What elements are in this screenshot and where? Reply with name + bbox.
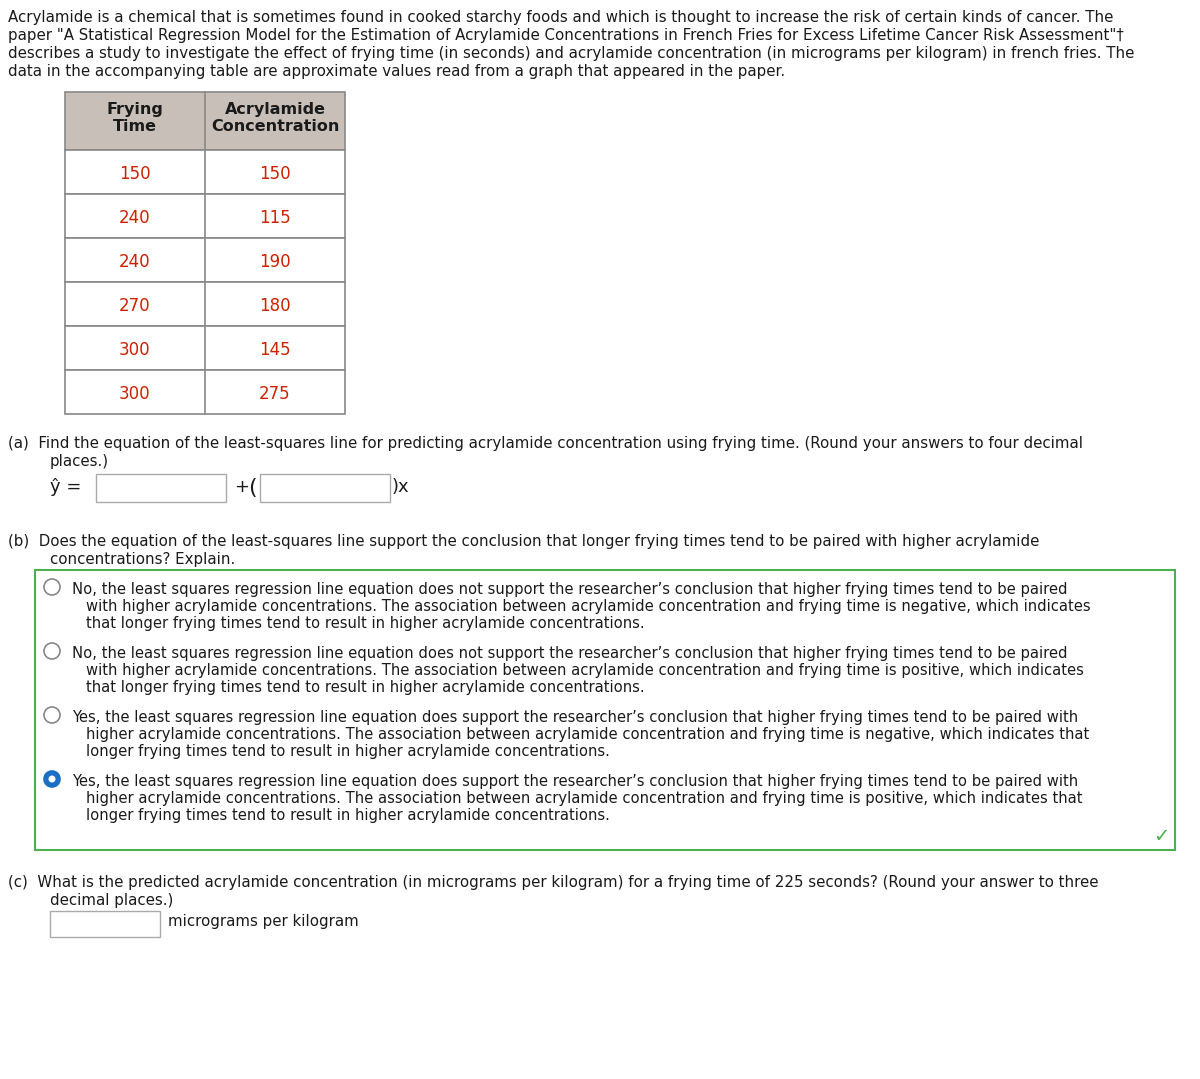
Text: No, the least squares regression line equation does not support the researcher’s: No, the least squares regression line eq… — [72, 582, 1068, 597]
Text: 300: 300 — [119, 385, 151, 402]
Text: 270: 270 — [119, 297, 151, 315]
Circle shape — [44, 707, 60, 723]
Text: decimal places.): decimal places.) — [50, 893, 173, 909]
Circle shape — [44, 579, 60, 595]
Text: longer frying times tend to result in higher acrylamide concentrations.: longer frying times tend to result in hi… — [86, 745, 610, 759]
Circle shape — [44, 643, 60, 659]
Text: higher acrylamide concentrations. The association between acrylamide concentrati: higher acrylamide concentrations. The as… — [86, 791, 1082, 806]
Text: Yes, the least squares regression line equation does support the researcher’s co: Yes, the least squares regression line e… — [72, 774, 1078, 789]
Text: 145: 145 — [259, 341, 290, 359]
Text: )x: )x — [392, 478, 409, 496]
Text: that longer frying times tend to result in higher acrylamide concentrations.: that longer frying times tend to result … — [86, 680, 644, 695]
Text: with higher acrylamide concentrations. The association between acrylamide concen: with higher acrylamide concentrations. T… — [86, 663, 1084, 678]
Text: Acrylamide
Concentration: Acrylamide Concentration — [211, 103, 340, 135]
Circle shape — [44, 771, 60, 787]
Text: 115: 115 — [259, 209, 290, 227]
Text: concentrations? Explain.: concentrations? Explain. — [50, 552, 235, 566]
Text: places.): places.) — [50, 454, 109, 469]
Text: that longer frying times tend to result in higher acrylamide concentrations.: that longer frying times tend to result … — [86, 616, 644, 631]
Bar — [65, 194, 346, 238]
Circle shape — [48, 776, 55, 782]
Text: 190: 190 — [259, 252, 290, 271]
Text: (c)  What is the predicted acrylamide concentration (in micrograms per kilogram): (c) What is the predicted acrylamide con… — [8, 875, 1098, 890]
Text: 240: 240 — [119, 209, 151, 227]
Bar — [50, 911, 160, 937]
Text: 240: 240 — [119, 252, 151, 271]
Text: 180: 180 — [259, 297, 290, 315]
Bar — [65, 92, 346, 150]
Bar — [96, 474, 226, 502]
Text: 300: 300 — [119, 341, 151, 359]
Text: ŷ =: ŷ = — [50, 478, 82, 496]
Text: longer frying times tend to result in higher acrylamide concentrations.: longer frying times tend to result in hi… — [86, 808, 610, 823]
Text: higher acrylamide concentrations. The association between acrylamide concentrati: higher acrylamide concentrations. The as… — [86, 727, 1090, 742]
Text: Yes, the least squares regression line equation does support the researcher’s co: Yes, the least squares regression line e… — [72, 710, 1078, 725]
Text: paper "A Statistical Regression Model for the Estimation of Acrylamide Concentra: paper "A Statistical Regression Model fo… — [8, 28, 1123, 43]
Text: No, the least squares regression line equation does not support the researcher’s: No, the least squares regression line eq… — [72, 646, 1068, 661]
Bar — [65, 370, 346, 414]
Bar — [65, 238, 346, 282]
Text: (b)  Does the equation of the least-squares line support the conclusion that lon: (b) Does the equation of the least-squar… — [8, 534, 1039, 549]
Text: 150: 150 — [259, 165, 290, 183]
Text: Acrylamide is a chemical that is sometimes found in cooked starchy foods and whi: Acrylamide is a chemical that is sometim… — [8, 10, 1114, 25]
Bar — [35, 570, 1175, 850]
Text: micrograms per kilogram: micrograms per kilogram — [168, 914, 359, 929]
Text: +: + — [234, 478, 250, 496]
Text: (: ( — [248, 478, 257, 498]
Text: with higher acrylamide concentrations. The association between acrylamide concen: with higher acrylamide concentrations. T… — [86, 599, 1091, 614]
Text: data in the accompanying table are approximate values read from a graph that app: data in the accompanying table are appro… — [8, 64, 785, 79]
Text: ✓: ✓ — [1153, 827, 1169, 846]
Bar — [65, 282, 346, 326]
Text: describes a study to investigate the effect of frying time (in seconds) and acry: describes a study to investigate the eff… — [8, 46, 1134, 62]
Text: Frying
Time: Frying Time — [107, 103, 163, 135]
Bar — [260, 474, 390, 502]
Text: 275: 275 — [259, 385, 290, 402]
Text: 150: 150 — [119, 165, 151, 183]
Bar — [65, 150, 346, 194]
Text: (a)  Find the equation of the least-squares line for predicting acrylamide conce: (a) Find the equation of the least-squar… — [8, 436, 1084, 451]
Bar — [65, 326, 346, 370]
